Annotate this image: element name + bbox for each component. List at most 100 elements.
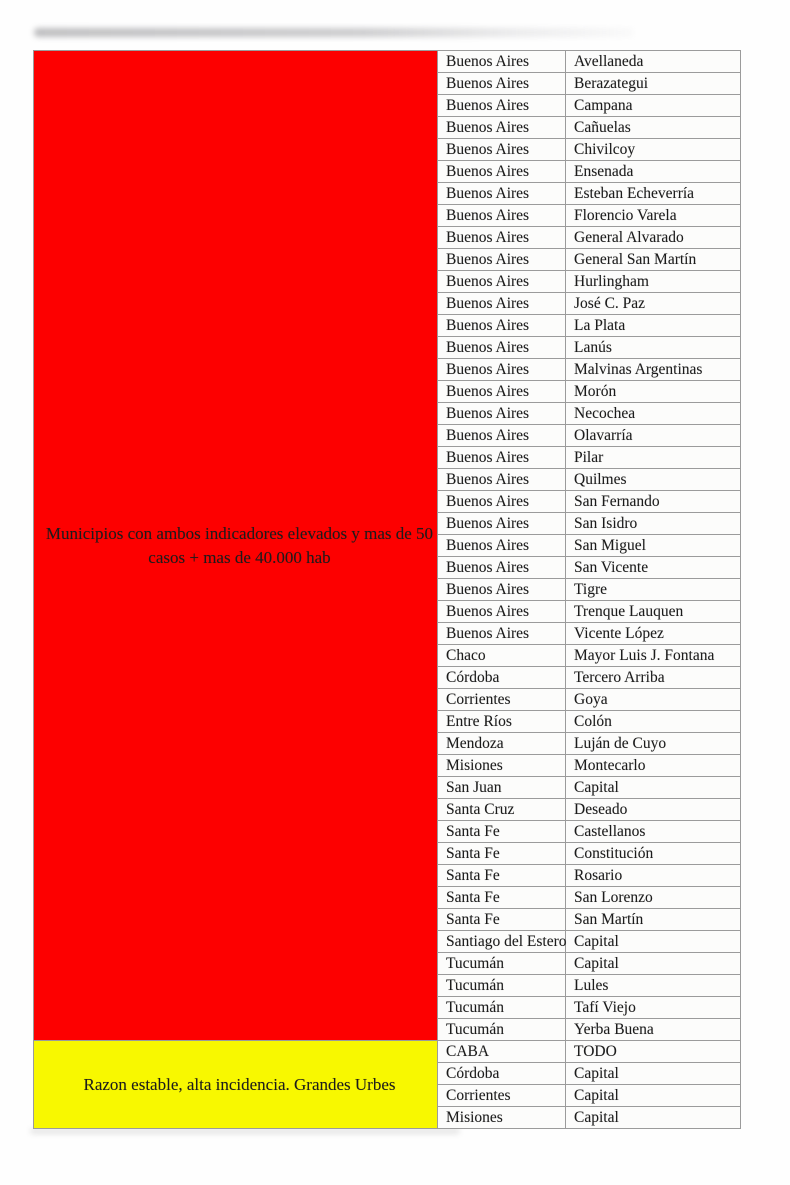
table-row: Buenos Aires General Alvarado — [34, 226, 741, 249]
province-cell: Tucumán — [437, 974, 566, 997]
province-cell: Mendoza — [437, 732, 566, 755]
municipality-cell: José C. Paz — [565, 292, 741, 315]
municipality-cell: Capital — [565, 930, 741, 953]
municipality-cell: TODO — [565, 1040, 741, 1063]
province-cell: Tucumán — [437, 952, 566, 975]
table-row: Buenos Aires San Fernando — [34, 490, 741, 513]
province-cell: Buenos Aires — [437, 600, 566, 623]
table-row: San Juan Capital — [34, 776, 741, 799]
table-row: Buenos Aires Cañuelas — [34, 116, 741, 139]
province-cell: Misiones — [437, 1106, 566, 1129]
table-row: Tucumán Capital — [34, 952, 741, 975]
municipality-cell: Castellanos — [565, 820, 741, 843]
province-cell: Buenos Aires — [437, 50, 566, 73]
province-cell: Corrientes — [437, 1084, 566, 1107]
table-row: Buenos Aires Quilmes — [34, 468, 741, 491]
table-row: Córdoba Capital — [34, 1062, 741, 1085]
province-cell: Santa Fe — [437, 820, 566, 843]
municipality-cell: Goya — [565, 688, 741, 711]
municipality-cell: Capital — [565, 776, 741, 799]
province-cell: Buenos Aires — [437, 424, 566, 447]
table-row: Buenos Aires José C. Paz — [34, 292, 741, 315]
municipality-cell: Campana — [565, 94, 741, 117]
table-row: Córdoba Tercero Arriba — [34, 666, 741, 689]
municipality-cell: Luján de Cuyo — [565, 732, 741, 755]
province-cell: Santa Cruz — [437, 798, 566, 821]
municipality-cell: Capital — [565, 1062, 741, 1085]
province-cell: Buenos Aires — [437, 402, 566, 425]
municipality-cell: General San Martín — [565, 248, 741, 271]
municipality-cell: Tigre — [565, 578, 741, 601]
municipality-cell: Berazategui — [565, 72, 741, 95]
province-cell: Buenos Aires — [437, 336, 566, 359]
municipality-cell: Pilar — [565, 446, 741, 469]
province-cell: Santa Fe — [437, 908, 566, 931]
table-row: Buenos Aires San Vicente — [34, 556, 741, 579]
table-row: Santa Fe Constitución — [34, 842, 741, 865]
municipality-cell: Chivilcoy — [565, 138, 741, 161]
table-row: Misiones Montecarlo — [34, 754, 741, 777]
table-row: Municipios con ambos indicadores elevado… — [33, 50, 741, 1041]
province-cell: Buenos Aires — [437, 578, 566, 601]
municipality-cell: La Plata — [565, 314, 741, 337]
table-row: Buenos Aires Esteban Echeverría — [34, 182, 741, 205]
municipality-table: Municipios con ambos indicadores elevado… — [33, 50, 741, 1129]
red-category-cell: Municipios con ambos indicadores elevado… — [33, 50, 438, 1041]
province-cell: Córdoba — [437, 1062, 566, 1085]
province-cell: Buenos Aires — [437, 490, 566, 513]
province-cell: Buenos Aires — [437, 116, 566, 139]
municipality-cell: Hurlingham — [565, 270, 741, 293]
municipality-cell: Lanús — [565, 336, 741, 359]
municipality-cell: Rosario — [565, 864, 741, 887]
table-row: Buenos Aires Olavarría — [34, 424, 741, 447]
province-cell: Buenos Aires — [437, 182, 566, 205]
municipality-cell: General Alvarado — [565, 226, 741, 249]
municipality-cell: Mayor Luis J. Fontana — [565, 644, 741, 667]
table-row: Santa Cruz Deseado — [34, 798, 741, 821]
category-label: Razon estable, alta incidencia. Grandes … — [83, 1074, 396, 1094]
municipality-cell: San Miguel — [565, 534, 741, 557]
table-row: Santiago del Estero Capital — [34, 930, 741, 953]
province-cell: Buenos Aires — [437, 160, 566, 183]
table-body: Municipios con ambos indicadores elevado… — [33, 50, 741, 1129]
municipality-cell: Capital — [565, 1106, 741, 1129]
table-row: Buenos Aires Berazategui — [34, 72, 741, 95]
table-row: Buenos Aires Vicente López — [34, 622, 741, 645]
table-row: Razon estable, alta incidencia. Grandes … — [33, 1040, 741, 1129]
municipality-cell: Colón — [565, 710, 741, 733]
municipality-cell: Malvinas Argentinas — [565, 358, 741, 381]
municipality-cell: Capital — [565, 1084, 741, 1107]
municipality-cell: Deseado — [565, 798, 741, 821]
municipality-cell: San Fernando — [565, 490, 741, 513]
category-label: Municipios con ambos indicadores elevado… — [45, 524, 434, 567]
province-cell: Santa Fe — [437, 886, 566, 909]
province-cell: Buenos Aires — [437, 556, 566, 579]
province-cell: CABA — [437, 1040, 566, 1063]
province-cell: Buenos Aires — [437, 622, 566, 645]
province-cell: Buenos Aires — [437, 314, 566, 337]
municipality-cell: Ensenada — [565, 160, 741, 183]
province-cell: Entre Ríos — [437, 710, 566, 733]
municipality-cell: Cañuelas — [565, 116, 741, 139]
province-cell: Buenos Aires — [437, 138, 566, 161]
municipality-cell: Trenque Lauquen — [565, 600, 741, 623]
province-cell: Buenos Aires — [437, 512, 566, 535]
province-cell: Córdoba — [437, 666, 566, 689]
table-row: Corrientes Goya — [34, 688, 741, 711]
table-row: Buenos Aires Necochea — [34, 402, 741, 425]
table-row: Buenos Aires Malvinas Argentinas — [34, 358, 741, 381]
table-row: Santa Fe Rosario — [34, 864, 741, 887]
municipality-cell: Capital — [565, 952, 741, 975]
table-row: Buenos Aires Ensenada — [34, 160, 741, 183]
province-cell: Tucumán — [437, 996, 566, 1019]
table-row: Santa Fe San Lorenzo — [34, 886, 741, 909]
municipality-cell: Morón — [565, 380, 741, 403]
province-cell: Chaco — [437, 644, 566, 667]
municipality-cell: Quilmes — [565, 468, 741, 491]
province-cell: Santa Fe — [437, 864, 566, 887]
province-cell: Buenos Aires — [437, 468, 566, 491]
municipality-cell: Tercero Arriba — [565, 666, 741, 689]
province-cell: Tucumán — [437, 1018, 566, 1041]
municipality-cell: Tafí Viejo — [565, 996, 741, 1019]
